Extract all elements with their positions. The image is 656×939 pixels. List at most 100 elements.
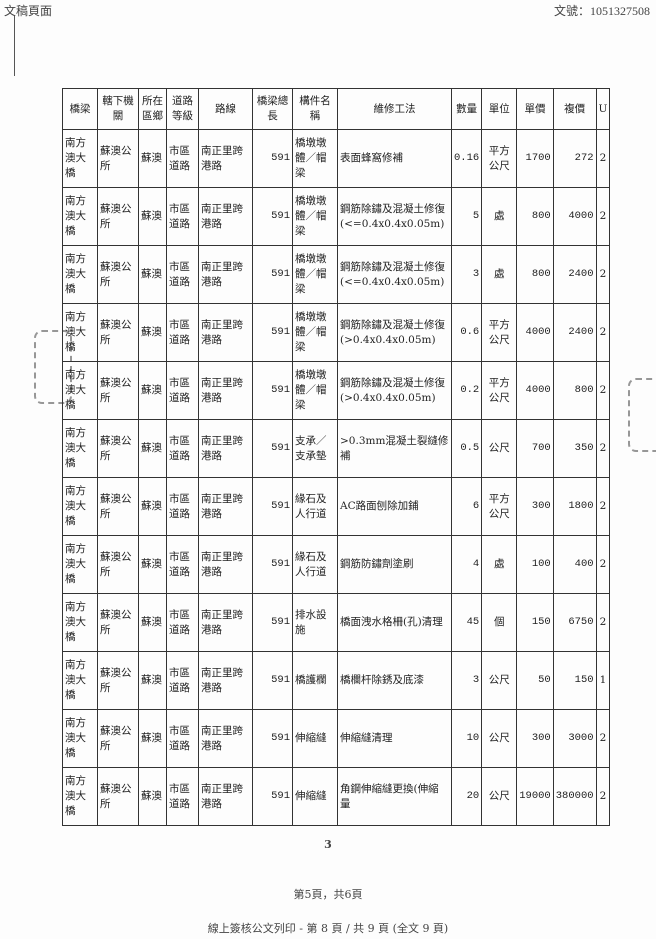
table-cell: 市區道路 <box>166 187 199 246</box>
table-cell: 45 <box>450 593 483 652</box>
table-cell: 個 <box>481 593 518 652</box>
table-cell: 南方澳大橋 <box>62 361 98 420</box>
table-cell: 800 <box>516 187 554 246</box>
table-cell: 2 <box>595 245 611 304</box>
table-cell: 南正里跨港路 <box>198 129 253 188</box>
table-cell: 0.5 <box>450 419 483 478</box>
table-cell: 50 <box>516 651 554 710</box>
table-cell: 272 <box>552 129 597 188</box>
table-cell: 2 <box>595 767 611 826</box>
table-cell: 市區道路 <box>166 709 199 768</box>
table-cell: 591 <box>252 419 293 478</box>
table-cell: 2 <box>595 593 611 652</box>
table-cell: 蘇澳 <box>138 477 167 536</box>
table-cell: 5 <box>450 187 483 246</box>
table-cell: 蘇澳 <box>138 129 167 188</box>
table-cell: 300 <box>516 477 554 536</box>
table-cell: 591 <box>252 477 293 536</box>
table-cell: 橋欄杆除銹及底漆 <box>337 651 452 710</box>
table-cell: 380000 <box>552 767 597 826</box>
table-row: 南方澳大橋 蘇澳公所 蘇澳 市區道路 南正里跨港路 591 伸縮縫 角鋼伸縮縫更換(伸縮量 20… <box>62 767 611 826</box>
table-cell: 蘇澳公所 <box>97 593 139 652</box>
table-cell: 市區道路 <box>166 535 199 594</box>
table-cell: 400 <box>552 535 597 594</box>
table-cell: 1800 <box>552 477 597 536</box>
table-cell: 平方公尺 <box>481 477 518 536</box>
table-cell: 2 <box>595 129 611 188</box>
table-cell: 591 <box>252 361 293 420</box>
column-header: 路線 <box>198 88 253 130</box>
table-cell: 排水設施 <box>292 593 338 652</box>
table-cell: 3 <box>450 245 483 304</box>
table-cell: 蘇澳公所 <box>97 767 139 826</box>
table-cell: 6 <box>450 477 483 536</box>
table-cell: 蘇澳 <box>138 651 167 710</box>
table-cell: 公尺 <box>481 651 518 710</box>
table-cell: 南方澳大橋 <box>62 477 98 536</box>
table-row: 南方澳大橋 蘇澳公所 蘇澳 市區道路 南正里跨港路 591 橋墩墩體／帽梁 表面蜂窩修補 0.1… <box>62 129 611 188</box>
table-cell: 南正里跨港路 <box>198 651 253 710</box>
table-cell: 南方澳大橋 <box>62 767 98 826</box>
page-of: 第5頁，共6頁 <box>293 888 363 901</box>
table-row: 南方澳大橋 蘇澳公所 蘇澳 市區道路 南正里跨港路 591 伸縮縫 伸縮縫清理 10 公尺 300 3… <box>62 709 611 768</box>
table-cell: 1700 <box>516 129 554 188</box>
table-row: 南方澳大橋 蘇澳公所 蘇澳 市區道路 南正里跨港路 591 橋護欄 橋欄杆除銹及底漆 3 公尺 50… <box>62 651 611 710</box>
table-cell: 4000 <box>516 303 554 362</box>
table-cell: 橋墩墩體／帽梁 <box>292 187 338 246</box>
table-cell: 591 <box>252 651 293 710</box>
column-header: 轄下機關 <box>97 88 139 130</box>
table-cell: 0.16 <box>450 129 483 188</box>
table-cell: 蘇澳公所 <box>97 477 139 536</box>
table-cell: 市區道路 <box>166 767 199 826</box>
table-cell: 市區道路 <box>166 245 199 304</box>
table-cell: 南正里跨港路 <box>198 767 253 826</box>
table-cell: 蘇澳 <box>138 767 167 826</box>
table-cell: 南正里跨港路 <box>198 535 253 594</box>
table-cell: 伸縮縫清理 <box>337 709 452 768</box>
table-cell: 支承／支承墊 <box>292 419 338 478</box>
table-cell: 橋墩墩體／帽梁 <box>292 129 338 188</box>
table-cell: 4000 <box>552 187 597 246</box>
table-cell: 市區道路 <box>166 303 199 362</box>
table-cell: 處 <box>481 535 518 594</box>
header-left: 文稿頁面 <box>4 4 53 18</box>
table-cell: 蘇澳 <box>138 535 167 594</box>
table-row: 南方澳大橋 蘇澳公所 蘇澳 市區道路 南正里跨港路 591 橋墩墩體／帽梁 鋼筋除鏽及混凝土修… <box>62 361 611 420</box>
table-cell: 20 <box>450 767 483 826</box>
table-row: 南方澳大橋 蘇澳公所 蘇澳 市區道路 南正里跨港路 591 緣石及人行道 鋼筋防鏽劑塗刷 4 處 1… <box>62 535 611 594</box>
table-cell: 平方公尺 <box>481 361 518 420</box>
table-cell: 緣石及人行道 <box>292 477 338 536</box>
table-cell: 平方公尺 <box>481 303 518 362</box>
table-row: 南方澳大橋 蘇澳公所 蘇澳 市區道路 南正里跨港路 591 橋墩墩體／帽梁 鋼筋除鏽及混凝土修… <box>62 187 611 246</box>
table-cell: 蘇澳公所 <box>97 129 139 188</box>
document-number: 文號：1051327508 <box>553 4 650 18</box>
table-cell: 處 <box>481 245 518 304</box>
table-cell: 591 <box>252 129 293 188</box>
table-cell: 591 <box>252 535 293 594</box>
column-header: U <box>595 88 611 130</box>
table-cell: 伸縮縫 <box>292 767 338 826</box>
table-cell: 1 <box>595 651 611 710</box>
table-cell: 2 <box>595 419 611 478</box>
table-cell: 南方澳大橋 <box>62 187 98 246</box>
table-cell: 800 <box>516 245 554 304</box>
table-cell: 南正里跨港路 <box>198 187 253 246</box>
table-cell: 市區道路 <box>166 593 199 652</box>
margin-line <box>14 16 15 76</box>
table-cell: 蘇澳公所 <box>97 419 139 478</box>
table-cell: 市區道路 <box>166 129 199 188</box>
table-cell: 蘇澳 <box>138 419 167 478</box>
table-cell: 591 <box>252 187 293 246</box>
table-cell: 蘇澳 <box>138 303 167 362</box>
table-cell: 蘇澳公所 <box>97 709 139 768</box>
table-cell: 南正里跨港路 <box>198 361 253 420</box>
column-header: 單位 <box>481 88 518 130</box>
table-cell: 橋墩墩體／帽梁 <box>292 303 338 362</box>
table-cell: 2 <box>595 361 611 420</box>
table-cell: 0.2 <box>450 361 483 420</box>
table-cell: 蘇澳公所 <box>97 303 139 362</box>
table-cell: 蘇澳公所 <box>97 535 139 594</box>
table-cell: 3 <box>450 651 483 710</box>
table-cell: 591 <box>252 767 293 826</box>
